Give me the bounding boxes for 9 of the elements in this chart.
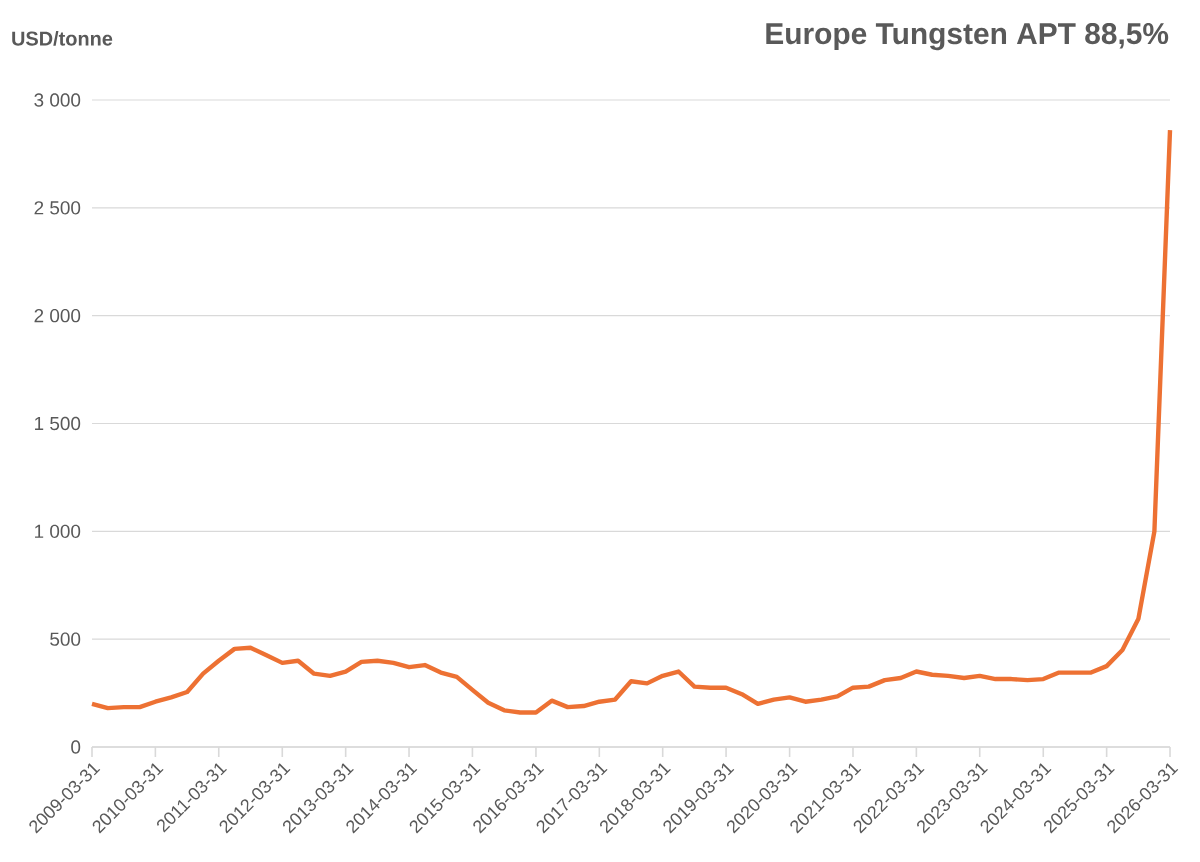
- y-tick-label: 3 000: [34, 93, 81, 107]
- y-tick-label: 500: [50, 632, 81, 646]
- y-tick-label: 2 500: [34, 201, 81, 215]
- y-tick-label: 1 500: [35, 416, 81, 431]
- y-tick-label: 0: [71, 740, 81, 754]
- chart-title: Europe Tungsten APT 88,5%: [766, 23, 1169, 51]
- y-tick-label: 2 000: [34, 308, 81, 323]
- y-tick-label: 1 000: [35, 524, 81, 539]
- y-axis-title: USD/tonne: [12, 31, 113, 46]
